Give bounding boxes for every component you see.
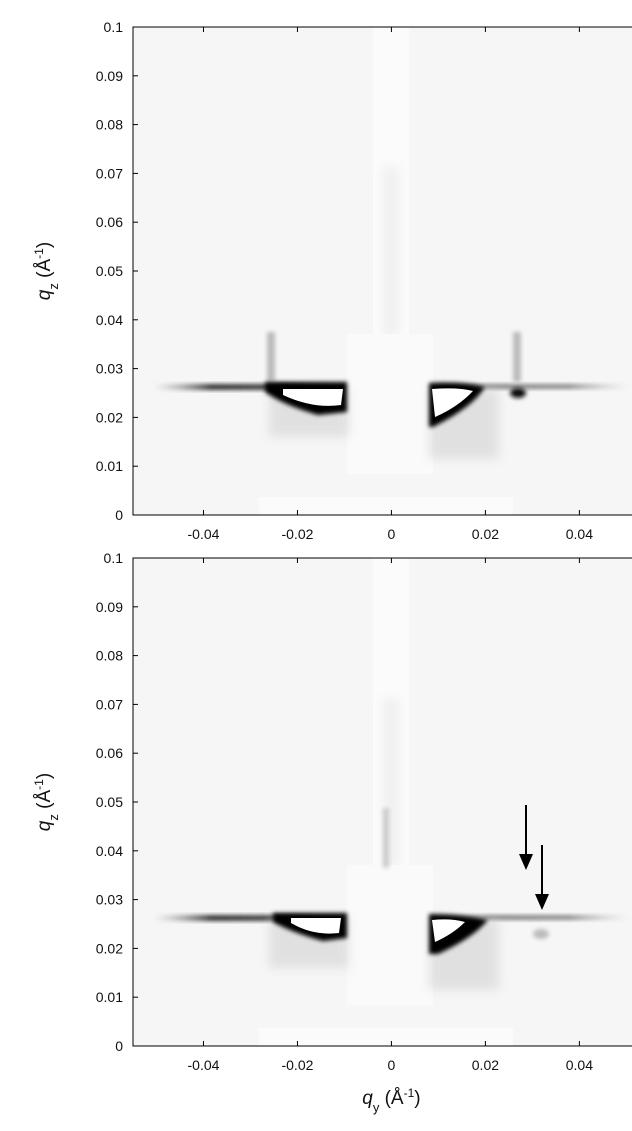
- y-tick-label: 0.01: [96, 458, 123, 474]
- y-tick-label: 0.04: [96, 312, 123, 328]
- y-tick-label: 0.07: [96, 165, 123, 181]
- label-part: (Å: [34, 789, 55, 814]
- y-tick-label: 0: [115, 507, 123, 523]
- label-part: ): [34, 242, 55, 248]
- y-tick-label: 0: [115, 1038, 123, 1054]
- x-tick-label: -0.04: [188, 1057, 220, 1073]
- arrow: [519, 805, 533, 870]
- x-tick-label: 0.04: [566, 1057, 593, 1073]
- x-tick-label: -0.02: [281, 1057, 313, 1073]
- label-part: z: [46, 814, 61, 821]
- x-axis-label: qy (Å-1): [362, 1086, 420, 1115]
- label-part: q: [34, 289, 55, 300]
- label-part: (Å: [379, 1088, 404, 1109]
- label-part: -1: [32, 779, 46, 790]
- y-tick-label: 0.03: [96, 361, 123, 377]
- x-tick-label: 0.02: [472, 1057, 499, 1073]
- x-tick-label: 0: [388, 526, 396, 542]
- y-tick-label: 0.08: [96, 648, 123, 664]
- scattering-image: [133, 558, 632, 1046]
- y-tick-label: 0.06: [96, 745, 123, 761]
- x-tick-label: 0.02: [472, 526, 499, 542]
- x-tick-label: 0: [388, 1057, 396, 1073]
- label-part: ): [34, 773, 55, 779]
- y-tick-label: 0.02: [96, 409, 123, 425]
- y-tick-label: 0.05: [96, 263, 123, 279]
- arrow: [535, 845, 549, 910]
- y-tick-label: 0.07: [96, 696, 123, 712]
- y-tick-label: 0.06: [96, 214, 123, 230]
- y-axis-label: qz (Å-1): [32, 773, 61, 831]
- y-axis-label: qz (Å-1): [32, 242, 61, 300]
- y-tick-label: 0.1: [104, 19, 124, 35]
- label-part: ): [414, 1088, 420, 1109]
- label-part: y: [373, 1100, 380, 1115]
- label-part: z: [46, 283, 61, 290]
- label-part: q: [34, 820, 55, 831]
- y-tick-label: 0.1: [104, 550, 124, 566]
- y-tick-label: 0.09: [96, 599, 123, 615]
- label-part: q: [362, 1088, 373, 1109]
- y-tick-label: 0.05: [96, 794, 123, 810]
- label-part: (Å: [34, 258, 55, 283]
- scattering-image: [133, 27, 632, 515]
- y-tick-label: 0.02: [96, 940, 123, 956]
- x-tick-label: 0.04: [566, 526, 593, 542]
- y-tick-label: 0.04: [96, 843, 123, 859]
- y-tick-label: 0.03: [96, 892, 123, 908]
- x-tick-label: -0.02: [281, 526, 313, 542]
- y-tick-label: 0.01: [96, 989, 123, 1005]
- label-part: -1: [404, 1086, 415, 1100]
- y-tick-label: 0.08: [96, 117, 123, 133]
- y-tick-label: 0.09: [96, 68, 123, 84]
- x-tick-label: -0.04: [188, 526, 220, 542]
- label-part: -1: [32, 248, 46, 259]
